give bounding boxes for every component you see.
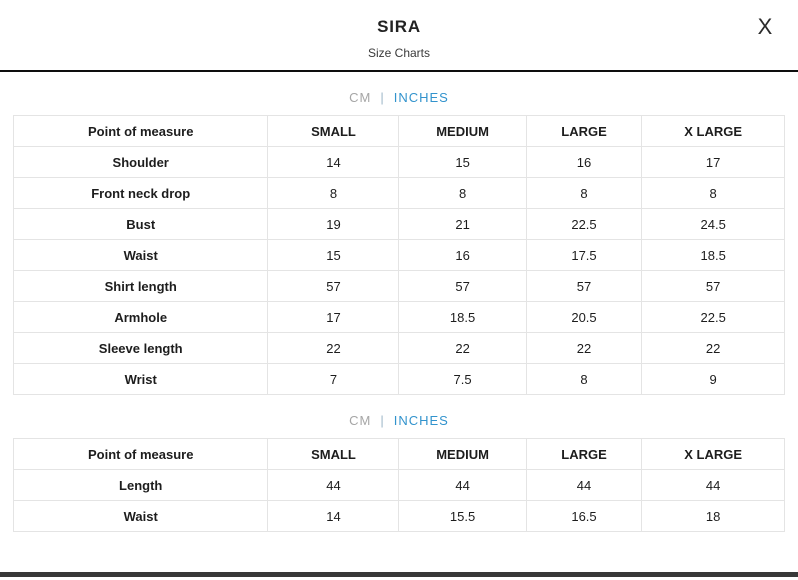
table-row: Wrist 7 7.5 8 9 xyxy=(12,363,785,395)
measure-value: 7.5 xyxy=(398,363,527,395)
measure-label: Length xyxy=(12,469,269,501)
brand-title: SIRA xyxy=(377,17,421,36)
lower-size-chart-section: CM | INCHES Point of measure SMALL MEDIUM LAR… xyxy=(0,413,798,532)
table-row: Shoulder 14 15 16 17 xyxy=(12,146,785,178)
measure-label: Waist xyxy=(12,239,269,271)
measure-value: 22.5 xyxy=(525,208,643,240)
measure-value: 24.5 xyxy=(641,208,785,240)
unit-cm-tab[interactable]: CM xyxy=(349,413,372,428)
measure-value: 16.5 xyxy=(525,500,643,532)
measure-value: 22 xyxy=(525,332,643,364)
size-table-top: Point of measure SMALL MEDIUM LARGE X LARGE S… xyxy=(12,115,785,395)
measure-value: 7 xyxy=(267,363,400,395)
column-header: Point of measure xyxy=(12,438,269,470)
table-row: Armhole 17 18.5 20.5 22.5 xyxy=(12,301,785,333)
measure-value: 21 xyxy=(398,208,527,240)
column-header: SMALL xyxy=(267,115,400,147)
measure-value: 14 xyxy=(267,146,400,178)
measure-value: 8 xyxy=(525,177,643,209)
measure-value: 8 xyxy=(641,177,785,209)
measure-value: 57 xyxy=(641,270,785,302)
modal-subtitle: Size Charts xyxy=(367,46,431,60)
table-row: Waist 15 16 17.5 18.5 xyxy=(12,239,785,271)
unit-toggle-top: CM | INCHES xyxy=(0,90,798,105)
measure-label: Waist xyxy=(12,500,269,532)
column-header: MEDIUM xyxy=(398,115,527,147)
table-row: Shirt length 57 57 57 57 xyxy=(12,270,785,302)
measure-value: 17.5 xyxy=(525,239,643,271)
measure-value: 17 xyxy=(267,301,400,333)
close-button[interactable]: X xyxy=(748,10,782,44)
table-header-row: Point of measure SMALL MEDIUM LARGE X LARGE xyxy=(12,115,785,147)
measure-value: 15.5 xyxy=(398,500,527,532)
measure-value: 8 xyxy=(398,177,527,209)
table-row: Front neck drop 8 8 8 8 xyxy=(12,177,785,209)
unit-separator: | xyxy=(380,90,385,105)
column-header: MEDIUM xyxy=(398,438,527,470)
modal-header: SIRA Size Charts X xyxy=(0,0,798,70)
measure-label: Sleeve length xyxy=(12,332,269,364)
unit-inches-tab[interactable]: INCHES xyxy=(393,413,449,428)
measure-value: 15 xyxy=(267,239,400,271)
measure-label: Front neck drop xyxy=(12,177,269,209)
measure-value: 57 xyxy=(267,270,400,302)
measure-value: 22.5 xyxy=(641,301,785,333)
column-header: SMALL xyxy=(267,438,400,470)
measure-value: 8 xyxy=(267,177,400,209)
measure-value: 20.5 xyxy=(525,301,643,333)
measure-value: 44 xyxy=(398,469,527,501)
measure-value: 44 xyxy=(641,469,785,501)
measure-value: 18 xyxy=(641,500,785,532)
measure-value: 57 xyxy=(398,270,527,302)
measure-label: Shoulder xyxy=(12,146,269,178)
bottom-bar xyxy=(0,572,798,577)
column-header: X LARGE xyxy=(641,115,785,147)
measure-value: 15 xyxy=(398,146,527,178)
measure-value: 18.5 xyxy=(641,239,785,271)
table-header-row: Point of measure SMALL MEDIUM LARGE X LARGE xyxy=(12,438,785,470)
measure-value: 16 xyxy=(398,239,527,271)
measure-value: 44 xyxy=(267,469,400,501)
measure-value: 19 xyxy=(267,208,400,240)
measure-value: 9 xyxy=(641,363,785,395)
table-row: Length 44 44 44 44 xyxy=(12,469,785,501)
unit-toggle-bottom: CM | INCHES xyxy=(0,413,798,428)
column-header: Point of measure xyxy=(12,115,269,147)
measure-value: 22 xyxy=(267,332,400,364)
column-header: LARGE xyxy=(525,438,643,470)
measure-label: Bust xyxy=(12,208,269,240)
measure-value: 18.5 xyxy=(398,301,527,333)
measure-value: 14 xyxy=(267,500,400,532)
measure-value: 17 xyxy=(641,146,785,178)
size-table-bottom: Point of measure SMALL MEDIUM LARGE X LARGE L… xyxy=(12,438,785,532)
header-divider xyxy=(0,70,798,72)
unit-separator: | xyxy=(380,413,385,428)
unit-inches-tab[interactable]: INCHES xyxy=(393,90,449,105)
table-row: Bust 19 21 22.5 24.5 xyxy=(12,208,785,240)
table-row: Waist 14 15.5 16.5 18 xyxy=(12,500,785,532)
measure-value: 44 xyxy=(525,469,643,501)
measure-value: 8 xyxy=(525,363,643,395)
measure-value: 16 xyxy=(525,146,643,178)
measure-label: Wrist xyxy=(12,363,269,395)
measure-label: Shirt length xyxy=(12,270,269,302)
measure-value: 22 xyxy=(398,332,527,364)
upper-size-chart-section: CM | INCHES Point of measure SMALL MEDIUM LAR… xyxy=(0,90,798,395)
measure-value: 22 xyxy=(641,332,785,364)
measure-label: Armhole xyxy=(12,301,269,333)
measure-value: 57 xyxy=(525,270,643,302)
unit-cm-tab[interactable]: CM xyxy=(349,90,372,105)
column-header: LARGE xyxy=(525,115,643,147)
column-header: X LARGE xyxy=(641,438,785,470)
table-row: Sleeve length 22 22 22 22 xyxy=(12,332,785,364)
